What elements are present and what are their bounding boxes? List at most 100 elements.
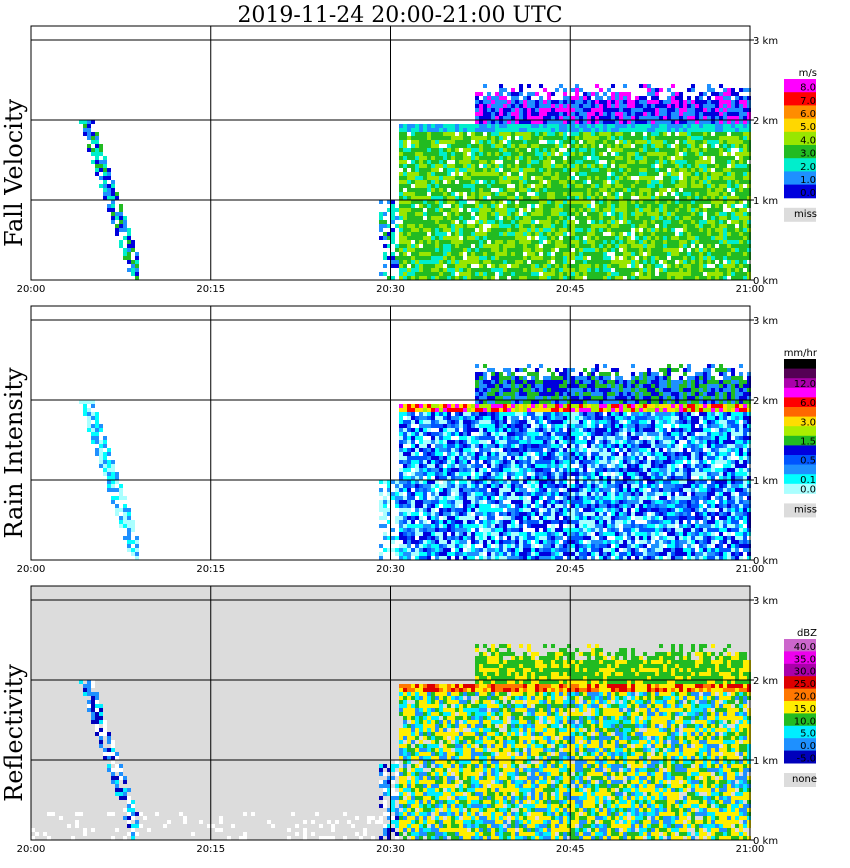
echo-cell [647,248,651,252]
echo-cell [511,88,515,92]
echo-cell [587,228,591,232]
echo-cell [499,188,503,192]
echo-cell [679,136,683,140]
echo-cell [563,216,567,220]
echo-cell [411,500,415,504]
echo-cell [699,112,703,116]
echo-cell [407,520,411,524]
echo-cell [451,444,455,448]
echo-cell [543,124,547,128]
echo-cell [443,444,447,448]
echo-cell [567,172,571,176]
echo-cell [511,160,515,164]
echo-cell [695,248,699,252]
echo-cell [687,272,691,276]
echo-cell [439,496,443,500]
echo-cell [723,192,727,196]
echo-cell [747,116,751,120]
echo-cell [435,492,439,496]
echo-cell [707,112,711,116]
echo-cell [407,188,411,192]
echo-cell [491,216,495,220]
echo-cell [419,184,423,188]
echo-cell [451,132,455,136]
echo-cell [467,496,471,500]
echo-cell [627,192,631,196]
echo-cell [487,100,491,104]
echo-cell [731,244,735,248]
echo-cell [539,228,543,232]
echo-cell [711,204,715,208]
echo-cell [659,156,663,160]
echo-cell [727,96,731,100]
echo-cell [467,524,471,528]
echo-cell [739,180,743,184]
echo-cell [651,232,655,236]
echo-cell [523,240,527,244]
echo-cell [471,136,475,140]
echo-cell [427,408,431,412]
echo-cell [715,140,719,144]
echo-cell [723,272,727,276]
echo-cell [683,140,687,144]
echo-cell [683,220,687,224]
echo-cell [479,416,483,420]
echo-cell [411,188,415,192]
echo-cell [651,132,655,136]
echo-cell [523,136,527,140]
echo-cell [627,196,631,200]
echo-cell [711,268,715,272]
echo-cell [607,164,611,168]
echo-cell [435,276,439,280]
echo-cell [439,268,443,272]
echo-cell [739,192,743,196]
echo-cell [591,264,595,268]
echo-cell [711,128,715,132]
echo-cell [391,492,395,496]
echo-cell [131,524,135,528]
echo-cell [699,220,703,224]
echo-cell [687,236,691,240]
echo-cell [527,220,531,224]
echo-cell [479,520,483,524]
echo-cell [475,500,479,504]
echo-cell [435,500,439,504]
echo-cell [711,188,715,192]
echo-cell [447,272,451,276]
echo-cell [719,248,723,252]
echo-cell [479,500,483,504]
echo-cell [455,548,459,552]
echo-cell [503,164,507,168]
echo-cell [423,232,427,236]
echo-cell [587,212,591,216]
echo-cell [447,136,451,140]
echo-cell [571,232,575,236]
echo-cell [719,160,723,164]
echo-cell [695,208,699,212]
echo-cell [531,172,535,176]
echo-cell [107,452,111,456]
echo-cell [551,204,555,208]
echo-cell [539,136,543,140]
echo-cell [455,540,459,544]
echo-cell [423,168,427,172]
echo-cell [603,252,607,256]
echo-cell [599,96,603,100]
echo-cell [471,248,475,252]
echo-cell [727,196,731,200]
echo-cell [107,472,111,476]
echo-cell [703,128,707,132]
echo-cell [507,260,511,264]
echo-cell [519,88,523,92]
echo-cell [403,200,407,204]
echo-cell [471,228,475,232]
echo-cell [583,220,587,224]
echo-cell [407,528,411,532]
echo-cell [723,244,727,248]
echo-cell [403,264,407,268]
echo-cell [543,276,547,280]
echo-cell [727,116,731,120]
echo-cell [571,128,575,132]
echo-cell [427,440,431,444]
echo-cell [655,244,659,248]
